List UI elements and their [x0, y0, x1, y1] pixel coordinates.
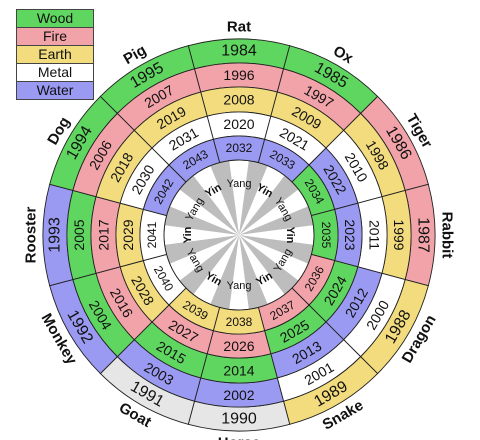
year-label: 2041: [145, 221, 159, 248]
year-cell: [168, 138, 221, 183]
animal-label-rooster: Rooster: [23, 207, 40, 264]
year-label: 1993: [47, 217, 64, 253]
yang-label: Yang: [227, 178, 252, 190]
yin-label: Yin: [182, 226, 194, 243]
year-label: 2008: [223, 92, 254, 108]
element-legend: Wood Fire Earth Metal Water: [16, 9, 94, 100]
hub-segment: [179, 235, 239, 295]
hub-segment: [239, 235, 309, 281]
hub-segment: [239, 235, 268, 310]
year-label: 2014: [223, 363, 254, 379]
year-label: 1984: [221, 43, 257, 60]
hub-segment: [239, 165, 285, 235]
year-label: 1999: [391, 219, 407, 250]
year-label: 2026: [223, 338, 254, 354]
year-label: 2035: [319, 222, 333, 249]
hub-segment: [164, 235, 239, 264]
year-label: 2023: [342, 219, 358, 250]
year-label: 2017: [96, 219, 112, 250]
animal-label-rabbit: Rabbit: [439, 212, 456, 259]
hub-segment: [193, 235, 239, 305]
year-label: 2029: [120, 219, 136, 250]
hub-segment: [239, 160, 268, 235]
animal-label-rat: Rat: [227, 19, 251, 36]
year-label: 2005: [71, 219, 87, 250]
year-label: 1990: [221, 411, 257, 428]
hub-segment: [229, 159, 249, 235]
year-label: 1987: [415, 217, 432, 253]
year-rings: 1984198519861987198819891990199119921993…: [47, 43, 432, 428]
hub-segment: [179, 175, 239, 235]
hub-segment: [169, 189, 239, 235]
year-label: 2032: [226, 141, 253, 155]
hub-segment: [210, 160, 239, 235]
hub-segment: [193, 165, 239, 235]
hub-segment: [239, 235, 314, 264]
animal-label-horse: Horse: [218, 435, 261, 440]
hub-segment: [239, 235, 299, 295]
legend-item-wood: Wood: [16, 9, 94, 28]
hub-segment: [164, 206, 239, 235]
hub-segment: [163, 225, 239, 245]
year-label: 2002: [223, 387, 254, 403]
legend-item-earth: Earth: [16, 46, 94, 64]
hub-segment: [169, 235, 239, 281]
legend-item-water: Water: [16, 82, 94, 100]
year-label: 2038: [226, 315, 253, 329]
hub-segment: [239, 189, 309, 235]
year-label: 2011: [367, 220, 383, 250]
yang-label: Yang: [227, 280, 252, 292]
outer-ring-band: [42, 38, 436, 432]
legend-item-fire: Fire: [16, 28, 94, 46]
year-label: 2020: [223, 116, 254, 132]
year-label: 1996: [223, 67, 254, 83]
hub-segment: [239, 235, 285, 305]
legend-item-metal: Metal: [16, 64, 94, 82]
yin-label: Yin: [284, 227, 296, 244]
hub-segment: [239, 175, 299, 235]
hub-segment: [210, 235, 239, 310]
hub-segment: [239, 225, 315, 245]
hub-segment: [229, 235, 249, 311]
yin-yang-hub: [163, 159, 315, 311]
hub-segment: [239, 206, 314, 235]
